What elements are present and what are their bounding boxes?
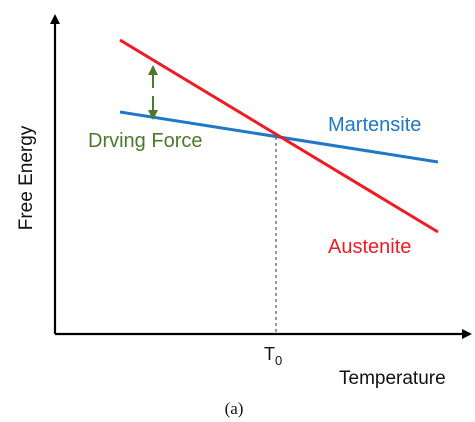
t0-label: T0	[264, 344, 282, 368]
t0-base: T	[264, 344, 275, 364]
x-axis-label: Temperature	[339, 368, 446, 389]
martensite-label: Martensite	[328, 114, 421, 136]
driving-force-label: Drving Force	[88, 130, 202, 152]
y-axis-label: Free Energy	[16, 125, 37, 230]
austenite-line	[119, 38, 439, 234]
figure-caption: (a)	[225, 399, 244, 418]
t0-subscript: 0	[275, 353, 282, 368]
austenite-label: Austenite	[328, 236, 411, 258]
